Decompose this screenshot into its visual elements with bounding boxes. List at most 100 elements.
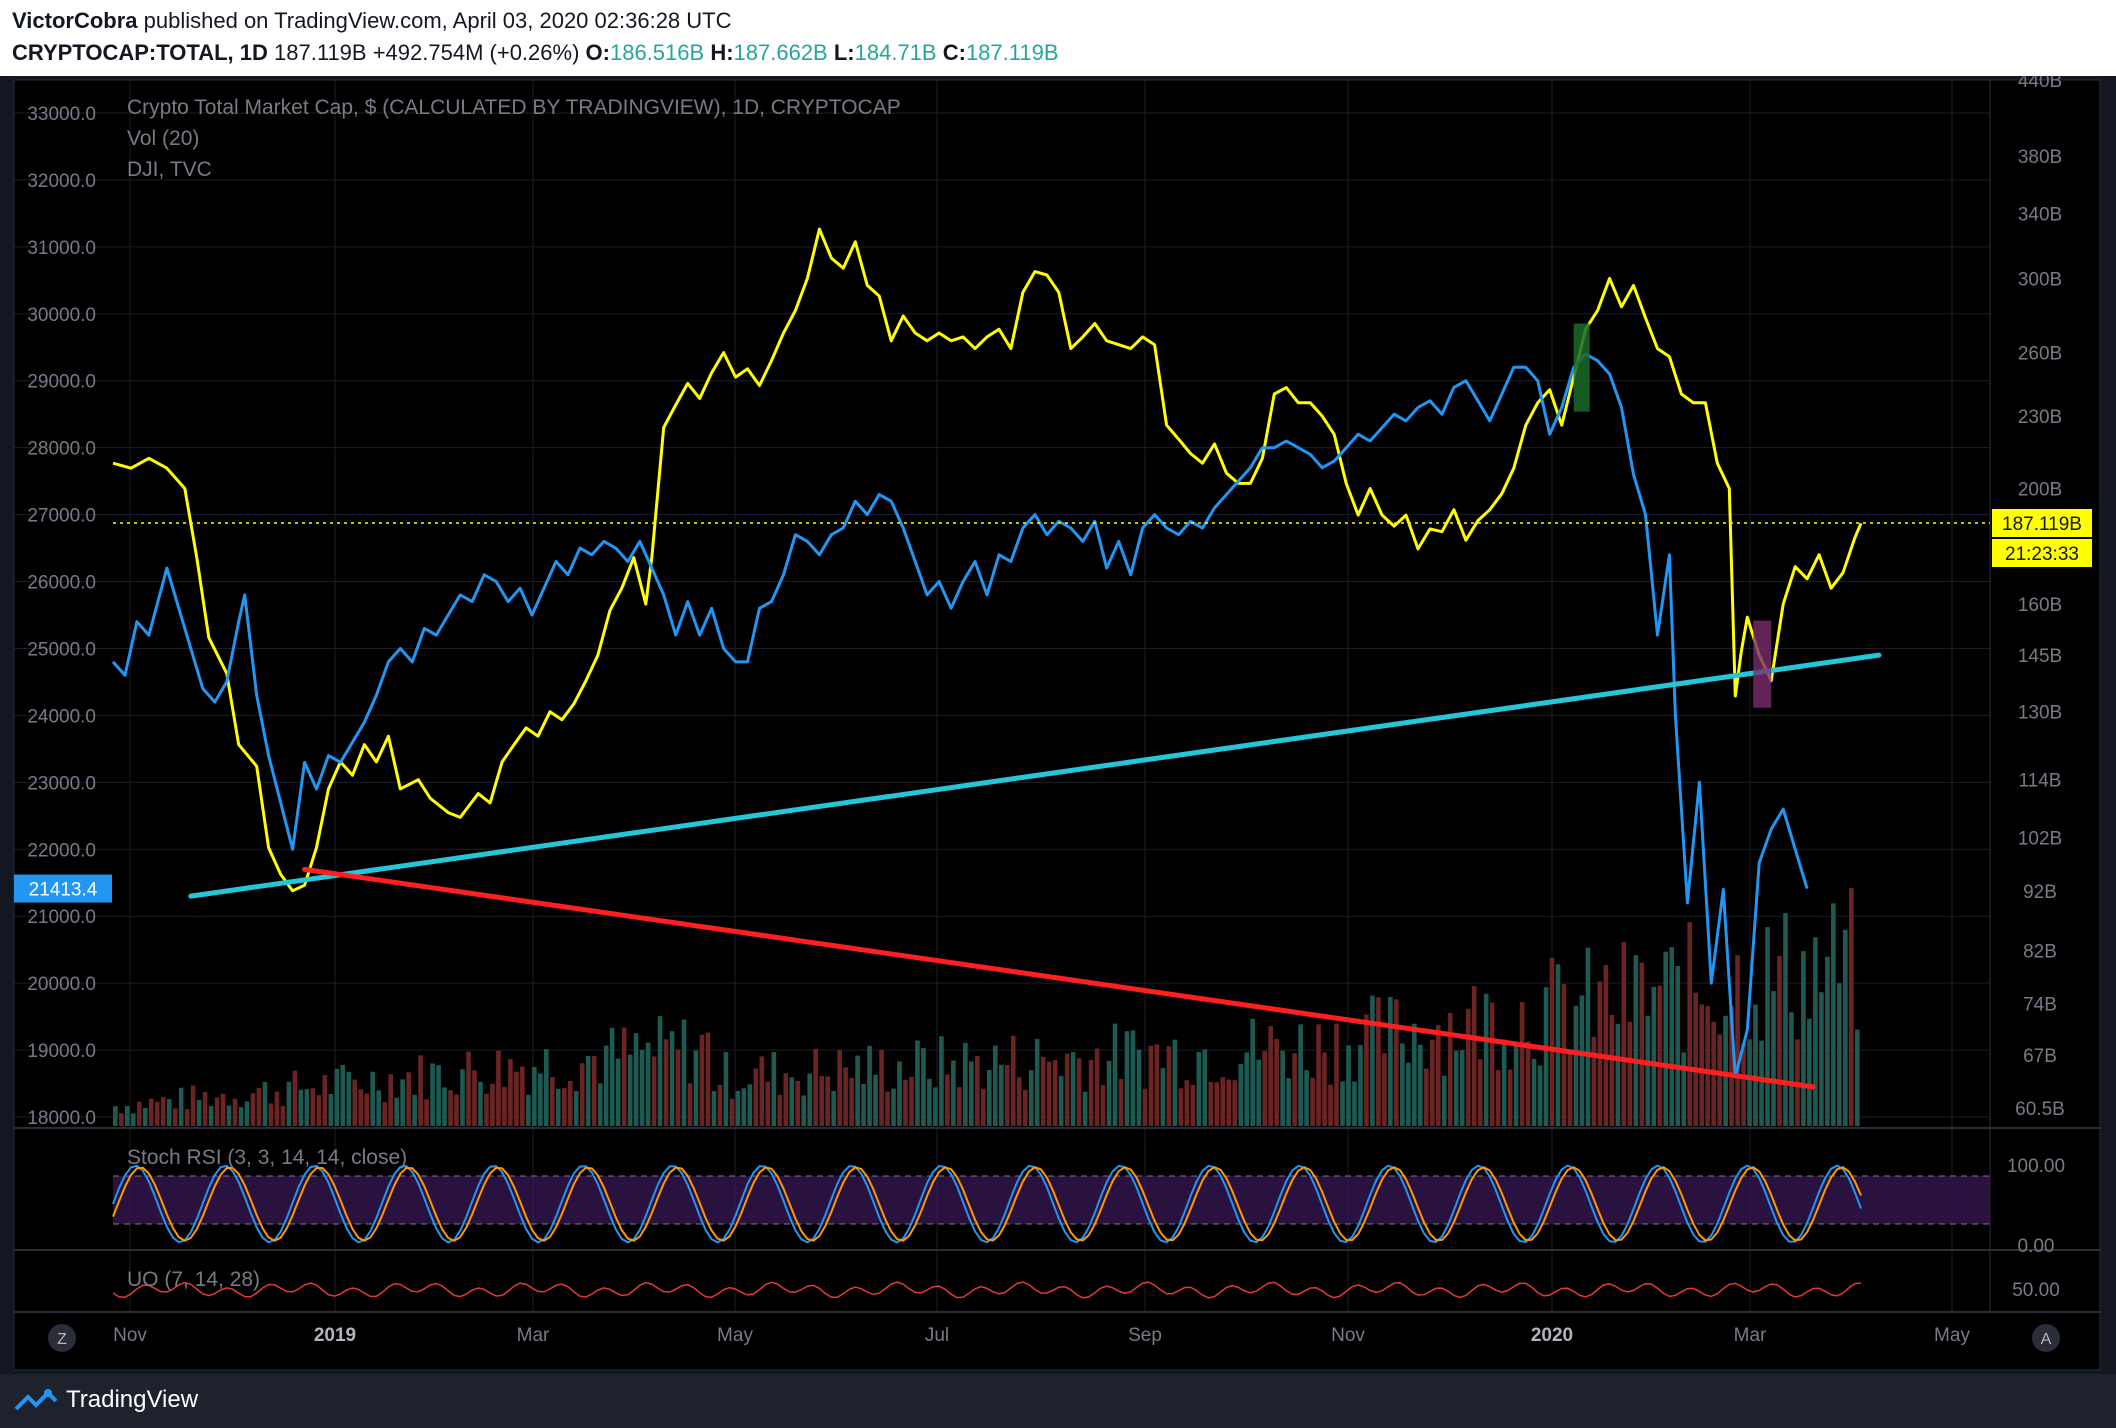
- uo-line: [112, 1281, 1862, 1299]
- volume-bar: [1142, 1088, 1148, 1126]
- volume-bar: [1747, 1039, 1752, 1126]
- volume-bar: [310, 1088, 316, 1126]
- volume-bar: [1220, 1077, 1226, 1126]
- volume-bar: [340, 1064, 346, 1126]
- volume-bar: [1783, 912, 1788, 1126]
- volume-bar: [214, 1097, 220, 1126]
- left-axis-tick: 20000.0: [27, 974, 96, 995]
- volume-bar: [867, 1045, 872, 1126]
- a-button-label: A: [2041, 1331, 2052, 1348]
- volume-bar: [1807, 1018, 1812, 1126]
- left-axis-tick: 26000.0: [27, 573, 96, 594]
- volume-bar: [1699, 1004, 1704, 1126]
- high-label: H:: [710, 40, 734, 65]
- volume-bar: [585, 1055, 591, 1126]
- z-button[interactable]: [48, 1324, 76, 1352]
- volume-bar: [328, 1093, 334, 1126]
- volume-bar: [478, 1081, 483, 1126]
- volume-bar: [1172, 1039, 1178, 1126]
- close-value: 187.119B: [965, 40, 1059, 65]
- volume-legend: Vol (20): [127, 127, 200, 150]
- volume-bar: [1382, 1053, 1387, 1126]
- volume-bar: [1609, 1014, 1615, 1126]
- countdown-tag: [1992, 539, 2092, 568]
- left-axis: 33000.0 32000.0 31000.0 30000.0 29000.0 28000…: [27, 80, 1991, 1312]
- time-axis-tick: 2020: [1531, 1325, 1573, 1346]
- header-bar: VictorCobra published on TradingView.com…: [0, 0, 2116, 76]
- stoch-rsi-legend: Stoch RSI (3, 3, 14, 14, close): [127, 1146, 408, 1169]
- volume-bar: [1238, 1063, 1244, 1126]
- volume-bar: [1435, 1025, 1441, 1126]
- volume-bar: [969, 1061, 974, 1126]
- stoch-k-line: [112, 1164, 1862, 1244]
- volume-bar: [1352, 1081, 1357, 1126]
- volume-bar: [567, 1080, 573, 1126]
- time-axis: Nov 2019 Mar May Jul Sep Nov 2020 Mar May Z A: [48, 1324, 2060, 1352]
- right-axis-tick: 60.5B: [2015, 1099, 2065, 1120]
- red-trendline: [302, 866, 1816, 1090]
- volume-bar: [897, 1061, 902, 1126]
- left-axis-tick: 22000.0: [27, 840, 96, 861]
- chart-canvas[interactable]: 33000.0 32000.0 31000.0 30000.0 29000.0 28000…: [0, 76, 2116, 1374]
- high-value: 187.662B: [733, 40, 828, 65]
- volume-bar: [1555, 964, 1561, 1126]
- right-axis-tick: 300B: [2018, 269, 2062, 290]
- volume-bar: [1831, 903, 1836, 1126]
- volume-bar: [1196, 1051, 1202, 1126]
- volume-bar: [879, 1049, 884, 1126]
- volume-bar: [609, 1027, 615, 1126]
- volume-bar: [376, 1090, 381, 1126]
- volume-bar: [1825, 956, 1830, 1126]
- publisher-name[interactable]: VictorCobra: [12, 8, 138, 33]
- volume-bar: [1477, 1059, 1483, 1126]
- volume-bar: [1136, 1049, 1142, 1126]
- volume-bar: [687, 1083, 693, 1126]
- volume-bar: [1358, 1045, 1363, 1126]
- volume-bar: [460, 1069, 465, 1126]
- volume-bar: [579, 1063, 585, 1126]
- volume-bar: [741, 1088, 747, 1126]
- left-axis-tick: 27000.0: [27, 506, 96, 527]
- volume-bar: [615, 1058, 621, 1126]
- volume-bar: [136, 1101, 142, 1126]
- volume-bar: [1483, 993, 1489, 1126]
- volume-bar: [1729, 1005, 1734, 1126]
- right-axis-tick: 74B: [2023, 995, 2057, 1016]
- volume-bar: [130, 1113, 136, 1126]
- volume-bar: [418, 1055, 423, 1126]
- volume-bar: [1268, 1026, 1273, 1126]
- stoch-tick-100: 100.00: [2007, 1156, 2065, 1177]
- volume-bar: [1244, 1052, 1250, 1126]
- volume-bar: [717, 1085, 723, 1126]
- volume-bar: [1184, 1080, 1190, 1126]
- symbol-label: CRYPTOCAP:TOTAL, 1D: [12, 40, 268, 65]
- volume-bar: [903, 1079, 908, 1126]
- volume-bar: [1771, 991, 1776, 1126]
- volume-bar: [915, 1040, 920, 1126]
- right-axis-tick: 230B: [2018, 407, 2062, 428]
- volume-bar: [1687, 922, 1692, 1126]
- open-value: 186.516B: [609, 40, 705, 65]
- a-button[interactable]: [2032, 1324, 2060, 1352]
- volume-bar: [927, 1078, 932, 1126]
- tradingview-logo[interactable]: TradingView: [14, 1386, 198, 1414]
- volume-bar: [1639, 962, 1645, 1126]
- brand-name: TradingView: [66, 1386, 199, 1413]
- volume-bar: [226, 1105, 232, 1126]
- volume-bar: [1447, 1012, 1453, 1126]
- time-axis-tick: Nov: [113, 1325, 147, 1346]
- last-price-tag: [1992, 509, 2092, 538]
- right-axis-tick: 160B: [2018, 595, 2062, 616]
- volume-bar: [801, 1095, 807, 1126]
- volume-bar: [1160, 1068, 1166, 1126]
- time-axis-tick: May: [1934, 1325, 1970, 1346]
- volume-bar: [1591, 1036, 1597, 1126]
- volume-bar: [723, 1052, 729, 1126]
- volume-bar: [220, 1093, 226, 1126]
- volume-bar: [1208, 1081, 1214, 1126]
- volume-bar: [1340, 1081, 1345, 1126]
- volume-bar: [843, 1067, 848, 1126]
- volume-bar: [1424, 1068, 1429, 1126]
- volume-bar: [873, 1074, 878, 1126]
- quote-line: CRYPTOCAP:TOTAL, 1D 187.119B +492.754M (…: [12, 40, 1059, 66]
